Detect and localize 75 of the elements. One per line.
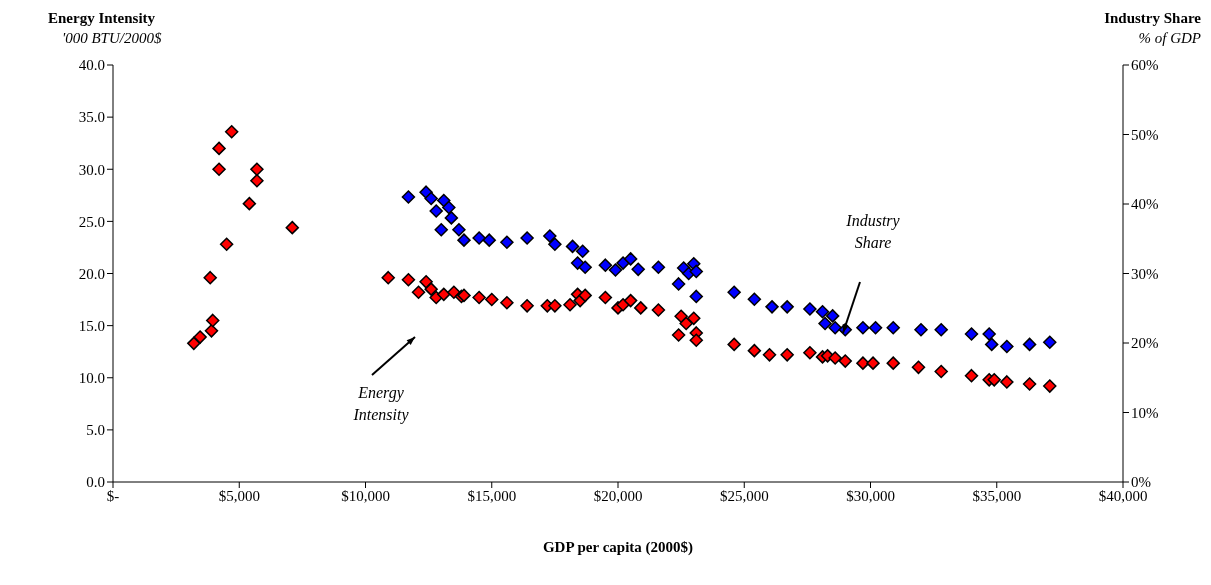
point — [578, 260, 592, 274]
point — [472, 231, 486, 245]
point — [689, 264, 704, 279]
y2-tick-label: 40% — [1131, 196, 1159, 213]
point — [1022, 337, 1037, 352]
point — [442, 200, 456, 215]
x-tick-label: $35,000 — [972, 487, 1022, 504]
point — [598, 258, 613, 272]
point — [914, 323, 928, 337]
point — [608, 263, 623, 277]
y-axis-title: Energy Intensity '000 BTU/2000$ — [48, 9, 162, 48]
y-tick-label: 40.0 — [78, 57, 105, 74]
point — [616, 256, 630, 270]
point — [689, 289, 704, 304]
point — [543, 229, 557, 243]
point — [457, 233, 471, 247]
y2-tick-label: 50% — [1131, 126, 1159, 143]
point — [803, 302, 817, 316]
point — [964, 327, 979, 341]
point — [982, 327, 996, 341]
point — [765, 300, 779, 314]
point — [548, 237, 562, 252]
point — [424, 191, 438, 206]
x-tick-label: $25,000 — [719, 487, 769, 504]
y2-tick-label: 20% — [1131, 335, 1159, 352]
point — [1000, 339, 1014, 354]
point — [671, 277, 686, 291]
point — [984, 337, 999, 352]
point — [934, 323, 948, 337]
y2-tick-label: 10% — [1131, 404, 1159, 421]
point — [444, 211, 459, 225]
y-tick-label: 10.0 — [78, 370, 105, 387]
point — [1043, 335, 1057, 350]
y2-axis-title: Industry Share % of GDP — [1104, 9, 1201, 48]
point — [825, 309, 840, 323]
annotation: Industry Share — [845, 212, 901, 251]
point — [868, 320, 883, 335]
point — [780, 300, 794, 314]
point — [818, 316, 832, 331]
y-tick-label: 0.0 — [86, 474, 105, 491]
point — [429, 204, 443, 218]
point — [631, 262, 645, 277]
point — [727, 285, 741, 300]
point — [815, 304, 830, 319]
y2-tick-label: 30% — [1131, 265, 1159, 282]
y-tick-label: 20.0 — [78, 265, 105, 282]
point — [482, 233, 496, 247]
x-tick-label: $10,000 — [341, 487, 390, 504]
y-tick-label: 25.0 — [78, 213, 105, 230]
annotation: Energy Intensity — [352, 384, 410, 424]
point — [651, 260, 666, 274]
x-tick-label: $5,000 — [218, 487, 260, 504]
point — [856, 320, 870, 335]
x-tick-label: $- — [106, 487, 120, 504]
x-tick-label: $20,000 — [593, 487, 643, 504]
point — [401, 190, 416, 204]
point — [828, 320, 842, 335]
point — [623, 252, 638, 266]
y-tick-label: 30.0 — [78, 161, 105, 178]
point — [565, 239, 580, 254]
point — [452, 222, 466, 237]
y-tick-label: 15.0 — [78, 317, 105, 334]
y2-tick-label: 60% — [1131, 57, 1159, 74]
x-axis-title: GDP per capita (2000$) — [542, 539, 694, 556]
point — [434, 222, 448, 237]
x-tick-label: $15,000 — [467, 487, 517, 504]
point — [886, 320, 900, 335]
point — [747, 292, 762, 306]
point — [520, 231, 534, 245]
point — [570, 256, 585, 270]
point — [575, 244, 590, 259]
point — [500, 235, 514, 249]
y-tick-label: 5.0 — [86, 422, 105, 439]
x-tick-label: $30,000 — [846, 487, 895, 504]
y-tick-label: 35.0 — [78, 109, 105, 126]
